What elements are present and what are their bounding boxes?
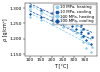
Y-axis label: ρ [g/cm³]: ρ [g/cm³] bbox=[4, 18, 8, 41]
X-axis label: T [°C]: T [°C] bbox=[54, 64, 68, 69]
Legend: 10 MPa, heating, 10 MPa, cooling, 100 MPa, heating, 100 MPa, cooling: 10 MPa, heating, 10 MPa, cooling, 100 MP… bbox=[54, 4, 96, 24]
